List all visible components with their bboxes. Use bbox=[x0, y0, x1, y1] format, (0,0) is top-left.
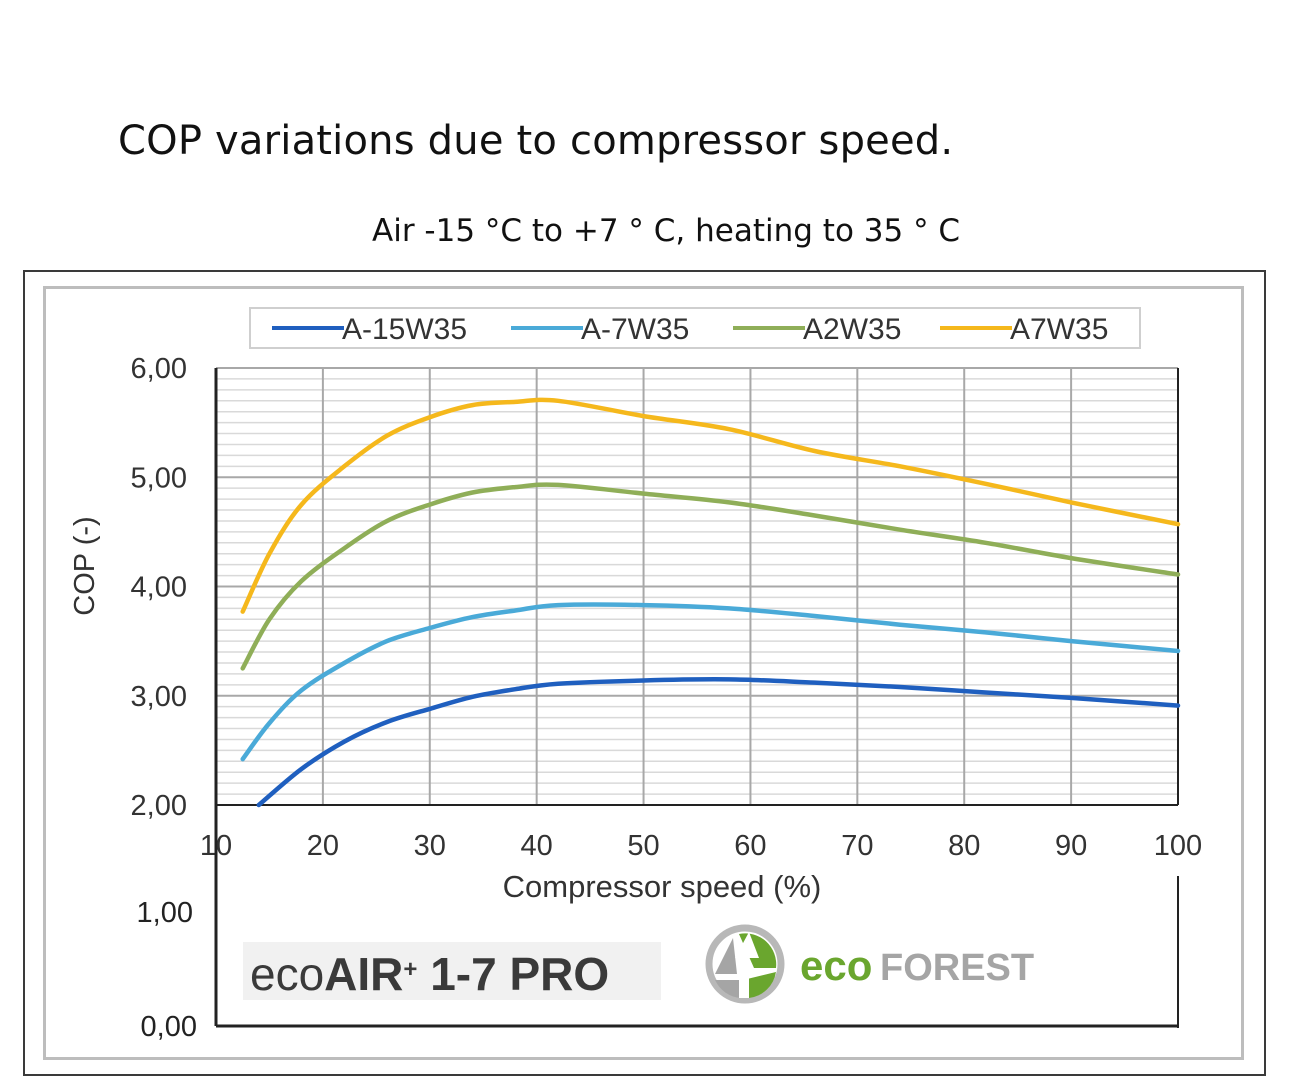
chart-inner-frame bbox=[43, 286, 1244, 1060]
y-tick-labels: 6,00 5,00 4,00 3,00 2,00 bbox=[131, 353, 187, 822]
x-tick-label: 60 bbox=[734, 830, 766, 862]
y-tick-label: 5,00 bbox=[131, 462, 187, 494]
y-tick-label: 3,00 bbox=[131, 681, 187, 713]
y-tick-label: 2,00 bbox=[131, 790, 187, 822]
x-tick-label: 70 bbox=[841, 830, 873, 862]
y-tick-label: 6,00 bbox=[131, 353, 187, 385]
legend-label: A-15W35 bbox=[342, 313, 467, 346]
major-grid bbox=[216, 367, 1178, 805]
x-tick-label: 100 bbox=[1154, 830, 1202, 862]
legend: A-15W35 A-7W35 A2W35 A7W35 bbox=[249, 307, 1141, 349]
series-line-a-15w35 bbox=[256, 677, 1181, 808]
page-heading: COP variations due to compressor speed. bbox=[118, 118, 954, 164]
y-tick-label: 4,00 bbox=[131, 572, 187, 604]
chart-outer-frame bbox=[23, 270, 1266, 1076]
series-line-a2w35 bbox=[240, 482, 1181, 671]
logo-eco-text: eco bbox=[800, 942, 872, 989]
legend-label: A-7W35 bbox=[581, 313, 689, 346]
product-branding: ecoAIR+ 1-7 PRO bbox=[243, 942, 661, 1000]
minor-grid bbox=[216, 378, 1178, 795]
x-tick-label: 10 bbox=[200, 830, 232, 862]
chart-subtitle: Air -15 °C to +7 ° C, heating to 35 ° C bbox=[372, 213, 961, 249]
product-name: ecoAIR+ 1-7 PRO bbox=[250, 948, 609, 1000]
x-tick-labels: 10 20 30 40 50 60 70 80 90 100 bbox=[200, 830, 1202, 862]
legend-label: A7W35 bbox=[1010, 313, 1108, 346]
series-line-a-7w35 bbox=[240, 602, 1181, 762]
y-extra-label-1: 1,00 bbox=[137, 897, 193, 929]
x-tick-label: 50 bbox=[627, 830, 659, 862]
x-tick-label: 90 bbox=[1055, 830, 1087, 862]
y-axis-label: COP (-) bbox=[69, 516, 101, 615]
legend-label: A2W35 bbox=[803, 313, 901, 346]
y-extra-label-0: 0,00 bbox=[141, 1011, 197, 1043]
x-tick-label: 20 bbox=[307, 830, 339, 862]
logo-forest-text: FOREST bbox=[880, 947, 1034, 989]
x-axis-label: Compressor speed (%) bbox=[503, 869, 822, 904]
x-tick-label: 30 bbox=[414, 830, 446, 862]
ecoforest-logo-icon bbox=[705, 924, 785, 1004]
product-badge-bg bbox=[243, 942, 661, 1000]
ecoforest-logo: eco FOREST bbox=[705, 924, 1034, 1004]
series-layer bbox=[240, 397, 1181, 808]
x-tick-label: 40 bbox=[521, 830, 553, 862]
x-tick-label: 80 bbox=[948, 830, 980, 862]
series-line-a7w35 bbox=[240, 397, 1181, 614]
